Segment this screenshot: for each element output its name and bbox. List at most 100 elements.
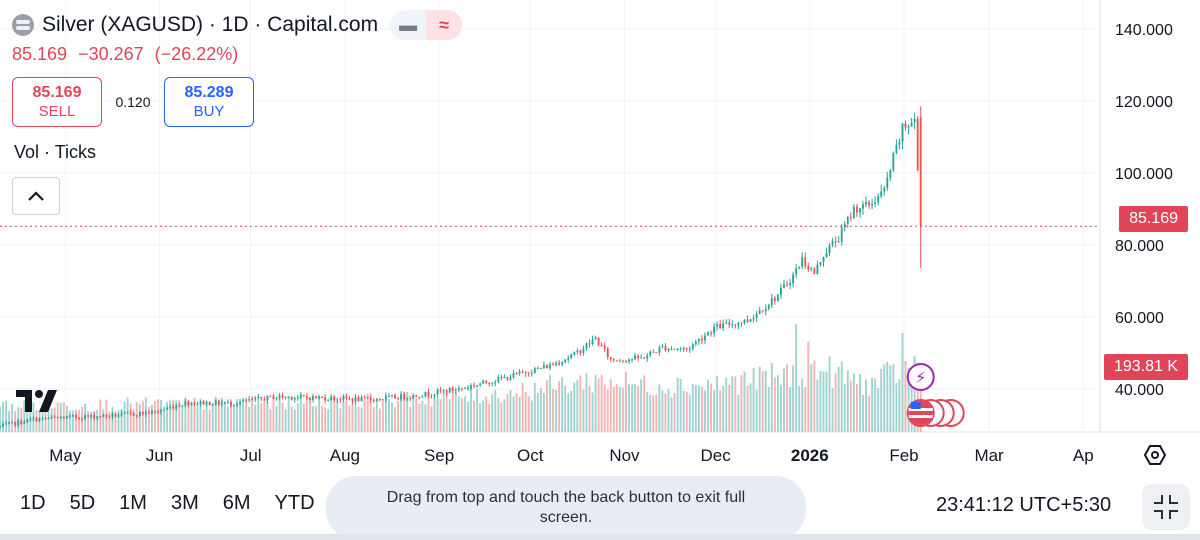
candle-body xyxy=(828,245,831,254)
volume-bar xyxy=(65,406,68,432)
chart-mode-toggle[interactable]: ▬ ≈ xyxy=(390,10,463,40)
candle-body xyxy=(284,396,287,398)
last-price: 85.169 xyxy=(12,44,68,64)
exit-fullscreen-icon xyxy=(1154,495,1178,519)
candle-body xyxy=(746,319,749,322)
collapse-legend-button[interactable] xyxy=(12,177,60,215)
volume-bar xyxy=(175,400,178,432)
candle-body xyxy=(239,401,241,404)
silver-symbol-icon xyxy=(12,14,34,36)
volume-bar xyxy=(418,403,421,432)
volume-bar xyxy=(567,393,570,432)
volume-bar xyxy=(324,407,327,432)
candle-body xyxy=(649,351,652,356)
price-change-row: 85.169 −30.267 (−26.22%) xyxy=(12,44,462,65)
symbol-title[interactable]: Silver (XAGUSD) · 1D · Capital.com xyxy=(42,13,379,36)
volume-bar xyxy=(71,410,74,432)
buy-price: 85.289 xyxy=(184,84,234,101)
candle-body xyxy=(226,401,229,403)
volume-bar xyxy=(90,411,93,432)
clock-timezone[interactable]: 23:41:12 UTC+5:30 xyxy=(936,494,1112,516)
candle-body xyxy=(369,398,372,401)
candle-body xyxy=(68,415,71,417)
volume-bar xyxy=(205,404,208,432)
candle-body xyxy=(409,398,412,400)
volume-bar xyxy=(248,406,251,432)
candle-body xyxy=(62,417,65,419)
buy-button[interactable]: 85.289 BUY xyxy=(164,77,254,127)
current-price-badge: 85.169 xyxy=(1119,206,1188,232)
volume-bar xyxy=(384,392,387,432)
volume-bar xyxy=(707,379,709,432)
candle-body xyxy=(147,412,150,414)
volume-bar xyxy=(579,375,582,432)
range-1m[interactable]: 1M xyxy=(119,492,147,514)
candle-body xyxy=(406,398,409,400)
x-tick-label-9: Feb xyxy=(889,446,918,465)
range-1d[interactable]: 1D xyxy=(20,492,46,514)
volume-bar xyxy=(612,386,615,432)
tradingview-logo[interactable] xyxy=(16,386,66,414)
candle-body xyxy=(457,388,460,390)
volume-bar xyxy=(868,395,871,432)
candle-body xyxy=(849,217,852,219)
candle-body xyxy=(713,326,716,333)
volume-bar xyxy=(874,378,877,432)
candle-body xyxy=(117,415,120,417)
candle-body xyxy=(445,390,448,393)
wave-icon[interactable]: ≈ xyxy=(426,10,463,40)
candle-body xyxy=(336,399,339,401)
volume-bar xyxy=(561,377,564,432)
volume-bar xyxy=(391,402,393,432)
volume-bar xyxy=(44,399,47,432)
volume-bar xyxy=(154,401,156,432)
candle-body xyxy=(254,397,257,400)
candle-body xyxy=(600,344,603,346)
candle-body xyxy=(81,418,83,420)
volume-bar xyxy=(700,386,703,432)
candle-body xyxy=(442,390,445,392)
range-ytd[interactable]: YTD xyxy=(274,492,315,514)
volume-bar xyxy=(521,383,524,432)
candle-body xyxy=(549,364,551,369)
volume-bar xyxy=(728,384,731,432)
volume-bar xyxy=(661,390,664,432)
candle-body xyxy=(363,396,366,398)
volume-bar xyxy=(913,356,916,432)
range-5d[interactable]: 5D xyxy=(69,492,96,514)
volume-bar xyxy=(199,398,202,432)
range-6m[interactable]: 6M xyxy=(222,492,251,514)
volume-bar xyxy=(93,411,96,432)
candle-body xyxy=(895,144,898,154)
sell-button[interactable]: 85.169 SELL xyxy=(12,77,102,127)
candle-body xyxy=(704,335,706,341)
volume-bar xyxy=(643,375,646,432)
candle-body xyxy=(400,394,403,400)
volume-bar xyxy=(126,397,129,432)
candle-body xyxy=(38,418,41,422)
candle-body xyxy=(0,426,1,428)
volume-bar xyxy=(321,406,324,432)
volume-indicator-label[interactable]: Vol · Ticks xyxy=(14,142,97,162)
volume-bar xyxy=(713,390,716,432)
candle-body xyxy=(150,410,153,414)
candle-body xyxy=(676,348,679,350)
settings-icon[interactable] xyxy=(1143,445,1167,465)
volume-bar xyxy=(214,396,217,432)
candle-body xyxy=(567,358,570,360)
exit-fullscreen-button[interactable] xyxy=(1142,484,1190,530)
candle-body xyxy=(770,297,773,306)
candle-body xyxy=(473,385,475,387)
y-tick-label-0: 140.000 xyxy=(1115,22,1173,39)
volume-bar xyxy=(427,394,430,432)
candle-body xyxy=(439,389,442,392)
candle-body xyxy=(366,397,369,399)
range-3m[interactable]: 3M xyxy=(170,492,199,514)
candle-body xyxy=(871,203,874,206)
candle-body xyxy=(75,415,77,418)
volume-bar xyxy=(318,395,321,432)
minus-icon[interactable]: ▬ xyxy=(399,14,418,35)
volume-bar xyxy=(497,398,500,432)
volume-bar xyxy=(825,371,828,432)
